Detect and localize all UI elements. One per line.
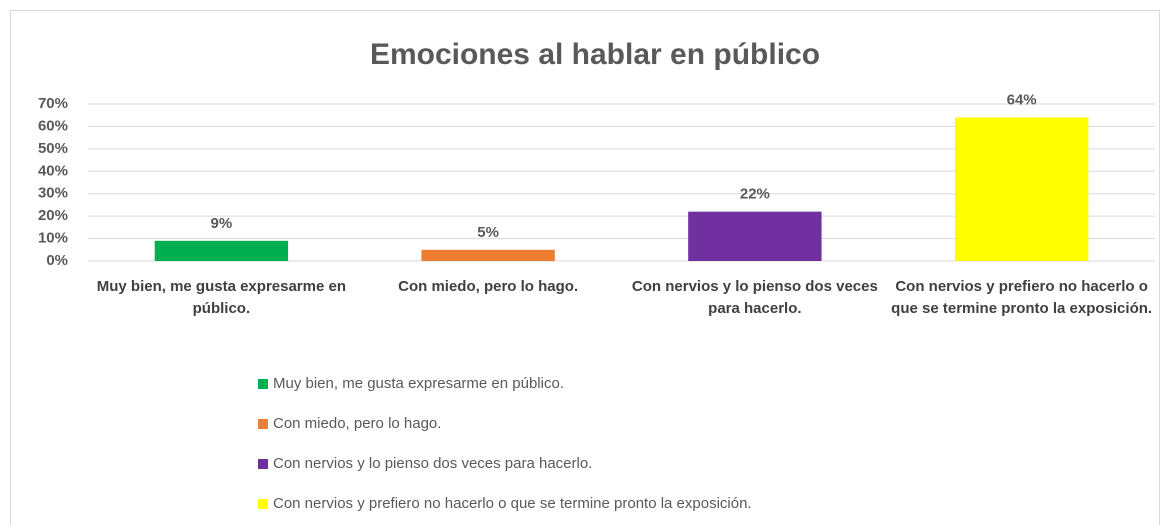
legend-entry: Con nervios y lo pienso dos veces para h… — [258, 455, 592, 472]
data-label: 64% — [1007, 91, 1037, 108]
legend-label: Muy bien, me gusta expresarme en público… — [273, 375, 564, 392]
y-tick-label: 40% — [38, 162, 68, 179]
x-tick-label: Con nervios y prefiero no hacerlo o que … — [891, 278, 1153, 317]
bar — [688, 211, 822, 261]
legend-swatch — [258, 498, 268, 509]
y-tick-label: 30% — [38, 185, 68, 202]
legend-swatch — [258, 458, 268, 469]
bar — [954, 117, 1089, 261]
y-tick-label: 50% — [38, 140, 68, 157]
x-tick-label: Con nervios y lo pienso dos veces para h… — [631, 278, 878, 317]
legend-entry: Muy bien, me gusta expresarme en público… — [258, 375, 564, 392]
legend-swatch — [258, 378, 268, 389]
data-label: 9% — [211, 215, 233, 232]
chart-title: Emociones al hablar en público — [370, 38, 820, 71]
legend-swatch — [258, 418, 268, 429]
chart-frame — [10, 10, 1160, 525]
bar — [421, 249, 555, 261]
legend-label: Con nervios y lo pienso dos veces para h… — [273, 455, 593, 472]
data-label: 5% — [477, 224, 499, 241]
y-tick-label: 70% — [38, 95, 68, 112]
bar — [154, 240, 289, 261]
y-tick-label: 10% — [38, 230, 68, 247]
x-tick-label: Muy bien, me gusta expresarme en público… — [96, 278, 346, 317]
legend-entry: Con nervios y prefiero no hacerlo o que … — [258, 495, 752, 512]
y-tick-label: 0% — [46, 252, 68, 269]
x-tick-label: Con miedo, pero lo hago. — [398, 278, 579, 295]
legend-label: Con nervios y prefiero no hacerlo o que … — [273, 495, 752, 512]
legend-entry: Con miedo, pero lo hago. — [258, 415, 441, 432]
data-label: 22% — [740, 186, 770, 203]
legend-label: Con miedo, pero lo hago. — [273, 415, 442, 432]
y-tick-label: 60% — [38, 117, 68, 134]
y-tick-label: 20% — [38, 207, 68, 224]
